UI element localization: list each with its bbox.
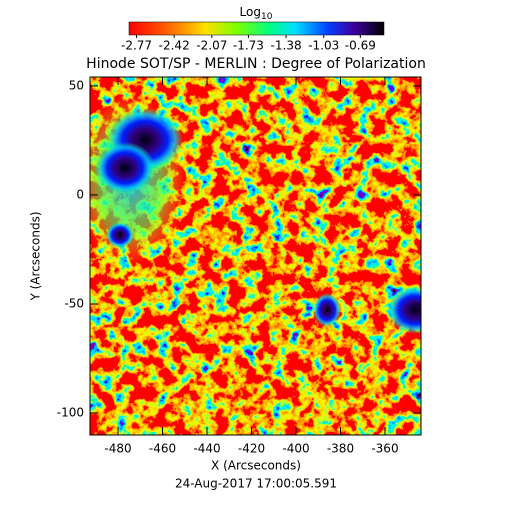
colorbar — [128, 21, 385, 36]
x-tick-label: -400 — [282, 442, 309, 456]
sunspot — [106, 222, 134, 248]
colorbar-tick-label: -2.77 — [121, 39, 152, 53]
x-tick-label: -420 — [238, 442, 265, 456]
footer: 24-Aug-2017 17:00:05.591 — [175, 477, 337, 491]
y-tick-label: 50 — [69, 78, 84, 92]
x-tick-label: -480 — [104, 442, 131, 456]
colorbar-tick-label: -1.73 — [233, 39, 264, 53]
x-tick-label: -440 — [193, 442, 220, 456]
sunspot — [95, 142, 155, 194]
y-tick-label: -50 — [64, 296, 84, 310]
x-tick-label: -460 — [149, 442, 176, 456]
colorbar-tick-label: -2.07 — [196, 39, 227, 53]
y-tick-label: 0 — [76, 187, 84, 201]
colorbar-tick-label: -0.69 — [345, 39, 376, 53]
colorbar-tick-label: -1.03 — [308, 39, 339, 53]
x-tick-label: -360 — [371, 442, 398, 456]
sunspot — [313, 293, 341, 327]
y-axis-label: Y (Arcseconds) — [29, 211, 43, 301]
plot-frame — [89, 76, 422, 436]
sunspot — [387, 286, 421, 334]
colorbar-tick-label: -2.42 — [159, 39, 190, 53]
map-image — [90, 77, 421, 435]
y-tick-label: -100 — [57, 405, 84, 419]
colorbar-tick-label: -1.38 — [271, 39, 302, 53]
x-axis-label: X (Arcseconds) — [211, 459, 301, 473]
colorbar-label: Log10 — [240, 5, 273, 22]
chart-title: Hinode SOT/SP - MERLIN : Degree of Polar… — [86, 56, 426, 72]
x-tick-label: -380 — [327, 442, 354, 456]
